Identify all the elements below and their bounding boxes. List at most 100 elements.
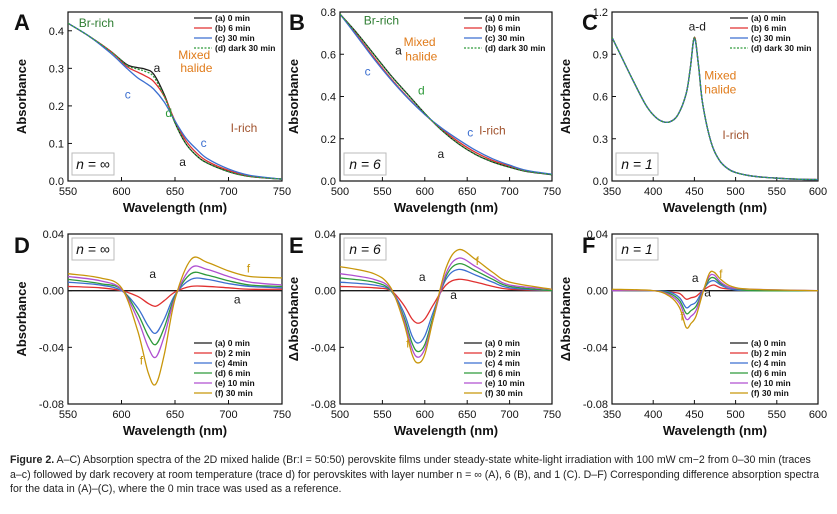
panel-e: E 500 550 600 650 700 750 -0.08 -0.04 0.00 0.04 Wav…: [286, 229, 561, 438]
legend-label: (c) 4min: [215, 358, 248, 368]
legend-label: (d) dark 30 min: [215, 43, 275, 53]
legend-label: (b) 2 min: [215, 348, 250, 358]
series-group: [68, 256, 282, 386]
y-axis-title: ΔAbsorbance: [286, 277, 301, 361]
y-tick-label: 0.4: [49, 26, 64, 38]
series-line-c: [340, 268, 552, 344]
y-tick-label: 0.04: [43, 229, 64, 241]
panel-a: A 550 600 650 700 750 0.0 0.1 0.2 0.3 0.4 Wavelengt…: [14, 10, 291, 215]
annotation: f: [476, 254, 480, 268]
x-axis-title: Wavelength (nm): [123, 423, 227, 438]
legend-label: (c) 30 min: [751, 33, 791, 43]
annotation: f: [140, 353, 144, 367]
y-tick-label: 0.00: [43, 286, 64, 298]
annotation: a: [234, 292, 241, 306]
panel-b: B 500 550 600 650 700 750 0.0 0.2 0.4 0.6 0.8 Wavele…: [286, 7, 561, 215]
y-tick-label: 0.1: [49, 138, 64, 150]
legend: (a) 0 min(b) 6 min(c) 30 min(d) dark 30 …: [464, 13, 545, 53]
series-line-d: [340, 13, 552, 176]
series-line-f: [612, 270, 818, 329]
annotation: c: [467, 126, 473, 140]
y-tick-label: 0.04: [587, 229, 608, 241]
annotation: Mixed: [404, 35, 436, 49]
legend-label: (e) 10 min: [751, 378, 791, 388]
annotation: Br-rich: [364, 14, 399, 28]
panel-letter: F: [582, 233, 595, 258]
series-line-c: [340, 13, 552, 175]
x-tick-label: 500: [331, 186, 349, 198]
x-tick-label: 600: [416, 186, 434, 198]
legend: (a) 0 min(b) 6 min(c) 30 min(d) dark 30 …: [194, 13, 275, 53]
y-tick-label: -0.08: [583, 399, 608, 411]
y-tick-label: 1.2: [593, 7, 608, 19]
panel-letter: D: [14, 233, 30, 258]
series-group: [612, 270, 818, 329]
annotation: a: [419, 270, 426, 284]
n-label-box: [343, 152, 387, 176]
series-line-b: [340, 13, 552, 176]
series-group: [68, 22, 282, 180]
series-line-d: [68, 22, 282, 180]
plot-frame: [611, 233, 819, 405]
legend: (a) 0 min(b) 2 min(c) 4min(d) 6 min(e) 1…: [194, 338, 255, 398]
legend-label: (d) 6 min: [485, 368, 520, 378]
x-tick-label: 700: [500, 409, 518, 421]
x-tick-label: 450: [685, 409, 703, 421]
legend-label: (b) 2 min: [485, 348, 520, 358]
legend-label: (f) 30 min: [485, 388, 523, 398]
legend-label: (a) 0 min: [485, 338, 520, 348]
y-tick-label: 0.6: [321, 49, 336, 61]
annotation: Mixed: [178, 48, 210, 62]
legend-label: (c) 4 min: [751, 358, 786, 368]
series-line-f: [68, 256, 282, 386]
annotation: a: [179, 155, 186, 169]
annotation: a: [438, 147, 445, 161]
series-line-c: [68, 277, 282, 335]
series-group: [340, 13, 552, 176]
y-axis-title: Absorbance: [558, 59, 573, 134]
x-axis-title: Wavelength (nm): [394, 200, 498, 215]
y-tick-label: 0.6: [593, 92, 608, 104]
annotation: f: [719, 267, 723, 281]
annotation: halide: [704, 83, 736, 97]
x-tick-label: 550: [768, 409, 786, 421]
n-label: n = 6: [349, 156, 381, 172]
annotation: Mixed: [704, 69, 736, 83]
legend-label: (d) dark 30 min: [485, 43, 545, 53]
series-line-f: [340, 248, 552, 364]
legend-label: (d) dark 30 min: [751, 43, 811, 53]
y-tick-label: 0.0: [321, 176, 336, 188]
y-tick-label: 0.0: [49, 176, 64, 188]
legend-label: (d) 6 min: [215, 368, 250, 378]
x-tick-label: 550: [59, 409, 77, 421]
legend-label: (c) 4 min: [485, 358, 520, 368]
x-axis-title: Wavelength (nm): [394, 423, 498, 438]
panel-letter: B: [289, 10, 305, 35]
x-tick-label: 500: [331, 409, 349, 421]
x-tick-label: 600: [809, 409, 827, 421]
y-tick-label: 0.00: [315, 286, 336, 298]
x-tick-label: 650: [458, 409, 476, 421]
annotation: c: [365, 64, 371, 78]
series-line-d: [612, 276, 818, 315]
annotation: I-rich: [479, 124, 506, 138]
y-tick-label: 0.9: [593, 49, 608, 61]
panel-f: F 350 400 450 500 550 600 -0.08 -0.04 0.00 0.04 Wav…: [558, 229, 827, 438]
annotation: I-rich: [231, 121, 258, 135]
x-tick-label: 500: [726, 186, 744, 198]
legend: (a) 0 min(b) 2 min(c) 4 min(d) 6 min(e) …: [464, 338, 525, 398]
series-group: [612, 36, 818, 181]
annotation: c: [125, 87, 131, 101]
x-axis-title: Wavelength (nm): [663, 200, 767, 215]
annotation: a: [692, 271, 699, 285]
annotation: halide: [405, 50, 437, 64]
annotation: halide: [180, 61, 212, 75]
annotation: d: [165, 106, 172, 120]
annotation: f: [406, 336, 410, 350]
x-tick-label: 600: [112, 186, 130, 198]
y-tick-label: -0.08: [311, 399, 336, 411]
y-axis-title: Absorbance: [14, 59, 29, 134]
x-tick-label: 450: [685, 186, 703, 198]
x-tick-label: 600: [809, 186, 827, 198]
